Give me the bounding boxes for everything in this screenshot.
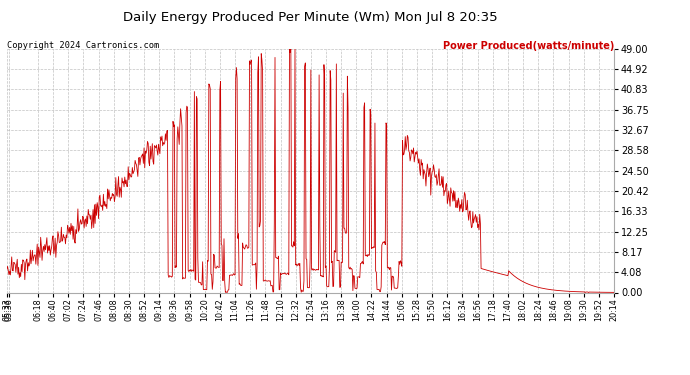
Text: Copyright 2024 Cartronics.com: Copyright 2024 Cartronics.com: [7, 41, 159, 50]
Text: Power Produced(watts/minute): Power Produced(watts/minute): [443, 41, 614, 51]
Text: Daily Energy Produced Per Minute (Wm) Mon Jul 8 20:35: Daily Energy Produced Per Minute (Wm) Mo…: [124, 11, 497, 24]
